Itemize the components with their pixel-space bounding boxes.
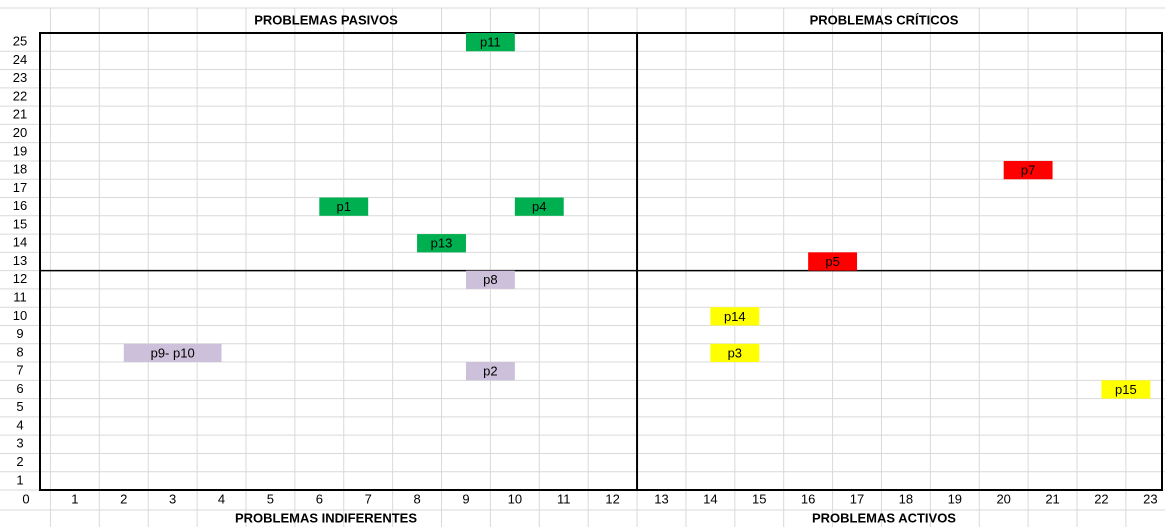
point-box [710, 307, 760, 326]
x-tick-label: 11 [557, 491, 571, 506]
point-box [808, 252, 858, 271]
y-tick-label: 11 [13, 289, 27, 304]
y-tick-label: 15 [13, 216, 27, 231]
y-tick-label: 4 [16, 417, 23, 432]
x-tick-label: 0 [22, 491, 29, 506]
y-tick-label: 9 [16, 326, 23, 341]
y-tick-label: 6 [16, 381, 23, 396]
point-label: p7 [1021, 163, 1035, 178]
y-tick-label: 14 [13, 235, 27, 250]
point-box [1101, 380, 1151, 399]
y-tick-label: 17 [13, 180, 27, 195]
y-tick-label: 1 [16, 472, 23, 487]
x-tick-label: 23 [1143, 491, 1157, 506]
x-tick-label: 13 [654, 491, 668, 506]
point-label: p3 [728, 345, 742, 360]
y-tick-label: 25 [13, 34, 27, 49]
y-tick-label: 5 [16, 399, 23, 414]
x-tick-label: 16 [801, 491, 815, 506]
x-tick-label: 20 [996, 491, 1010, 506]
marks: p11 p1 p4 p13 p8 p2 p9- p10 p14 p3 p5 p7 p15 [123, 33, 1151, 399]
x-tick-label: 6 [316, 491, 323, 506]
x-tick-label: 5 [267, 491, 274, 506]
point-box [123, 343, 222, 363]
point-label: p4 [532, 199, 546, 214]
y-tick-label: 13 [13, 253, 27, 268]
x-tick-label: 14 [703, 491, 717, 506]
y-tick-label: 18 [13, 162, 27, 177]
y-tick-label: 22 [13, 88, 27, 103]
x-tick-label: 19 [948, 491, 962, 506]
point-label: p13 [431, 236, 453, 251]
x-tick-label: 18 [899, 491, 913, 506]
point-box [417, 234, 466, 253]
point-box [514, 197, 564, 216]
x-tick-label: 3 [169, 491, 176, 506]
point-label: p2 [483, 364, 497, 379]
point-label: p1 [337, 199, 351, 214]
x-tick-label: 12 [605, 491, 619, 506]
y-tick-label: 7 [16, 363, 23, 378]
point-box [465, 362, 515, 381]
quadrant-title: PROBLEMAS ACTIVOS [812, 510, 956, 525]
point-label: p9- p10 [151, 345, 195, 360]
y-tick-label: 8 [16, 344, 23, 359]
y-tick-label: 24 [13, 52, 27, 67]
y-tick-label: 16 [13, 198, 27, 213]
point-label: p11 [480, 35, 501, 50]
quadrant-title: PROBLEMAS PASIVOS [254, 12, 398, 27]
quadrant-title: PROBLEMAS CRÍTICOS [810, 12, 959, 27]
point-label: p8 [483, 272, 497, 287]
y-tick-label: 20 [13, 125, 27, 140]
grid: 0 1 2 3 4 5 6 7 8 9 10 11 12 13 14 15 16 17 18 19 20 21 22 2312… [0, 7, 1165, 527]
x-tick-label: 17 [850, 491, 864, 506]
quadrant-frame [39, 32, 1163, 491]
point-label: p15 [1115, 382, 1137, 397]
y-tick-label: 19 [13, 143, 27, 158]
x-tick-label: 4 [218, 491, 225, 506]
y-tick-label: 21 [13, 107, 27, 122]
x-tick-label: 15 [752, 491, 766, 506]
point-box [465, 270, 515, 289]
y-tick-label: 10 [13, 308, 27, 323]
point-label: p14 [724, 309, 746, 324]
x-tick-label: 7 [365, 491, 372, 506]
x-tick-label: 21 [1045, 491, 1059, 506]
x-tick-label: 2 [120, 491, 127, 506]
point-box [1003, 160, 1053, 180]
x-tick-label: 22 [1094, 491, 1108, 506]
y-tick-label: 3 [16, 436, 23, 451]
point-box [710, 343, 760, 363]
point-box [319, 197, 369, 216]
x-tick-label: 8 [413, 491, 420, 506]
x-tick-label: 9 [462, 491, 469, 506]
point-label: p5 [825, 254, 839, 269]
quadrant-title: PROBLEMAS INDIFERENTES [235, 510, 417, 525]
x-tick-label: 10 [508, 491, 522, 506]
y-tick-label: 2 [16, 454, 23, 469]
y-tick-label: 12 [13, 271, 27, 286]
point-box [465, 33, 515, 52]
x-tick-label: 1 [71, 491, 78, 506]
y-tick-label: 23 [13, 70, 27, 85]
